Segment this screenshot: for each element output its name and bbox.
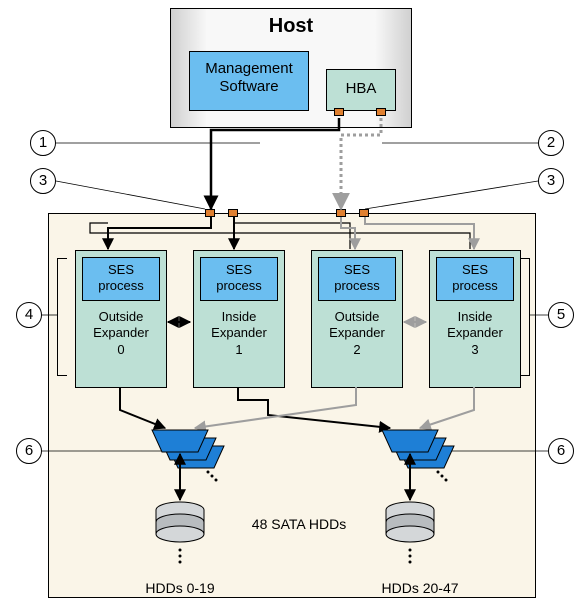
mgmt-label-2: Software <box>219 78 278 95</box>
bracket-right <box>520 258 530 376</box>
exp-label-3: Inside Expander 3 <box>430 309 520 358</box>
enclosure-port-0a <box>205 209 215 217</box>
ses-label: SES <box>344 262 370 277</box>
callout-6-right: 6 <box>548 438 574 464</box>
enclosure-port-0b <box>228 209 238 217</box>
ses-label: SES <box>226 262 252 277</box>
ses-process-label: process <box>216 278 262 293</box>
hba-box: HBA <box>326 69 396 111</box>
ses-label: SES <box>462 262 488 277</box>
callout-4: 4 <box>16 302 42 328</box>
ses-process-label: process <box>98 278 144 293</box>
expander-1: SES process Inside Expander 1 <box>193 250 285 388</box>
exp-label-0: Outside Expander 0 <box>76 309 166 358</box>
ses-box-2: SES process <box>318 257 396 301</box>
host-title: Host <box>171 15 411 38</box>
hba-port-0 <box>334 108 344 116</box>
hba-port-1 <box>376 108 386 116</box>
callout-3-right: 3 <box>538 168 564 194</box>
expander-2: SES process Outside Expander 2 <box>311 250 403 388</box>
mgmt-label-1: Management <box>205 60 293 77</box>
expander-0: SES process Outside Expander 0 <box>75 250 167 388</box>
ses-box-3: SES process <box>436 257 514 301</box>
ses-box-1: SES process <box>200 257 278 301</box>
hdd-summary-label: 48 SATA HDDs <box>239 516 359 532</box>
hba-label: HBA <box>346 80 377 97</box>
expander-3: SES process Inside Expander 3 <box>429 250 521 388</box>
bracket-left <box>57 258 67 376</box>
ses-process-label: process <box>334 278 380 293</box>
hdds-left-label: HDDs 0-19 <box>130 580 230 596</box>
callout-2: 2 <box>538 130 564 156</box>
ses-label: SES <box>108 262 134 277</box>
ses-process-label: process <box>452 278 498 293</box>
exp-label-1: Inside Expander 1 <box>194 309 284 358</box>
enclosure-port-1b <box>359 209 369 217</box>
callout-6-left: 6 <box>16 438 42 464</box>
hdds-right-label: HDDs 20-47 <box>365 580 475 596</box>
exp-label-2: Outside Expander 2 <box>312 309 402 358</box>
ses-box-0: SES process <box>82 257 160 301</box>
callout-5: 5 <box>548 302 574 328</box>
callout-3-left: 3 <box>30 168 56 194</box>
callout-1: 1 <box>30 130 56 156</box>
enclosure-panel: SES process Outside Expander 0 SES proce… <box>48 213 536 598</box>
management-software-box: Management Software <box>189 51 309 111</box>
enclosure-port-1a <box>336 209 346 217</box>
